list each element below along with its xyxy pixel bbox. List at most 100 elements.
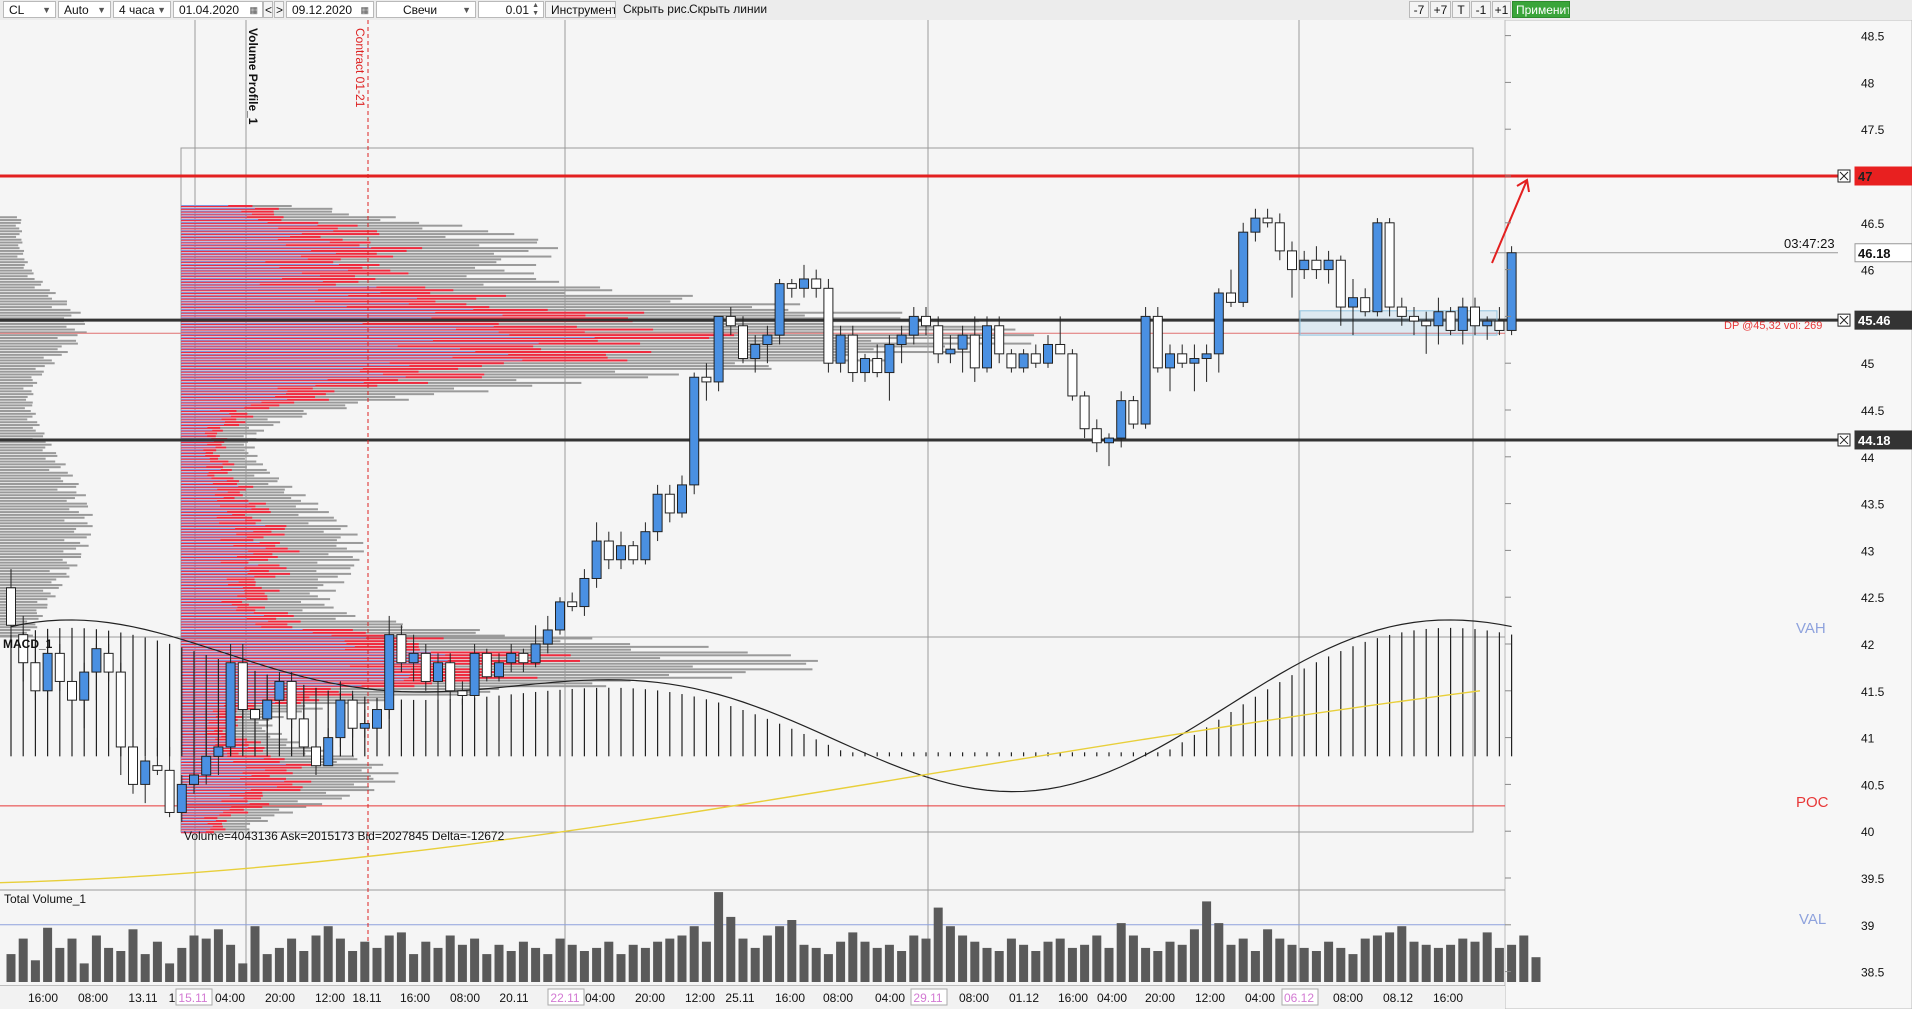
volume-bar [787,920,797,982]
candle [1201,344,1212,382]
candle [652,484,663,542]
level-low-price-box [1854,430,1912,450]
timeframe-select[interactable]: 4 часа ▼ [113,1,171,18]
candle-body [1006,353,1017,369]
price-tick-label: 44.5 [1861,404,1885,418]
volume-bar [482,954,492,982]
candle-body [237,662,248,711]
volume-bar [1519,935,1529,982]
candle [250,690,260,738]
volume-bar [91,935,101,982]
candle-body [433,662,443,682]
time-axis-label: 25.11 [725,991,754,1005]
candle [542,615,553,654]
candle [1482,316,1493,340]
candle [1128,395,1139,429]
candle-body [91,648,102,673]
symbol-select[interactable]: CL ▼ [3,1,56,18]
volume-bar [1336,947,1346,982]
candle-body [616,545,626,561]
price-tick-label: 46 [1861,264,1875,278]
date-from-input[interactable]: 01.04.2020 ▦ [173,1,263,18]
date-to-input[interactable]: 09.12.2020 ▦ [286,1,374,18]
volume-bar [1226,944,1236,982]
candle [1213,288,1224,373]
minus7-button[interactable]: -7 [1409,1,1429,18]
chart-type-select[interactable]: Свечи ▼ [376,1,476,18]
plus1-button[interactable]: +1 [1492,1,1511,18]
candle [225,644,236,757]
nav-prev-button[interactable]: < [263,1,273,18]
candle [957,325,968,373]
candle-body [542,629,553,645]
volume-bar [43,927,53,982]
candle [1274,213,1285,261]
candle [567,592,578,612]
candle-body [921,315,931,327]
time-axis-label: 01.12 [1009,991,1039,1005]
candle-body [1335,259,1346,308]
candle-body [969,334,980,369]
volume-bar [1165,941,1175,982]
price-tick-label: 42.5 [1861,591,1885,605]
candle-body [262,699,273,720]
volume-bar [1446,944,1456,982]
t-button[interactable]: T [1452,1,1470,18]
candle-body [67,680,77,701]
candle [933,316,944,364]
candle [518,648,529,673]
candle-body [128,746,138,785]
candle [140,756,151,804]
hide-lines-button[interactable]: Скрыть линии [689,2,768,16]
scale-mode-select[interactable]: Auto ▼ [58,1,111,18]
price-chart[interactable]: 48.54847.54746.54645.54544.54443.54342.5… [0,20,1912,1009]
tick-size-stepper[interactable]: 0.01 ▲ ▼ [478,1,544,18]
candle-body [1396,306,1407,317]
time-axis-label: 04:00 [1097,991,1127,1005]
candle [1055,316,1066,355]
hide-drawings-button[interactable]: Скрыть рис. [623,2,691,16]
minus1-button[interactable]: -1 [1471,1,1491,18]
plus7-button[interactable]: +7 [1430,1,1451,18]
nav-next-button[interactable]: > [274,1,284,18]
volume-bar [994,951,1004,982]
volume-bar [933,907,943,982]
candle-body [445,662,456,692]
candle [982,316,992,373]
volume-bar [1116,923,1126,982]
price-tick-label: 48 [1861,76,1875,90]
candle-body [506,652,517,664]
macd-line [10,619,1512,793]
volume-bar [396,932,406,982]
time-axis-label: 20:00 [1145,991,1175,1005]
volume-bar [1494,947,1504,982]
candle [701,363,712,401]
volume-bar [555,938,565,982]
time-axis-label: 04:00 [1245,991,1275,1005]
volume-bar [506,951,516,982]
time-label-highlight [1281,988,1319,1006]
candle-body [567,601,578,608]
candle [1506,246,1517,336]
volume-bar [226,944,236,982]
volume-bar [372,947,382,982]
candle-body [518,652,529,664]
candle-body [420,652,431,682]
candle [921,307,931,336]
time-axis-label: 04:00 [875,991,905,1005]
total-volume-bars [6,892,1541,982]
instruments-button[interactable]: Инструменты [545,1,616,18]
apply-button[interactable]: Применить [1512,1,1570,18]
candle-body [1201,353,1212,360]
candle [67,662,77,710]
price-tick-label: 41.5 [1861,685,1885,699]
candle [555,597,565,635]
time-axis-label: 13.11 [128,991,157,1005]
volume-bar [311,935,321,982]
candles [6,208,1517,822]
volume-bar [165,963,175,982]
time-axis-label: 20:00 [265,991,295,1005]
price-tick-label: 40 [1861,825,1875,839]
candle [725,307,736,336]
candle-body [1445,311,1456,331]
